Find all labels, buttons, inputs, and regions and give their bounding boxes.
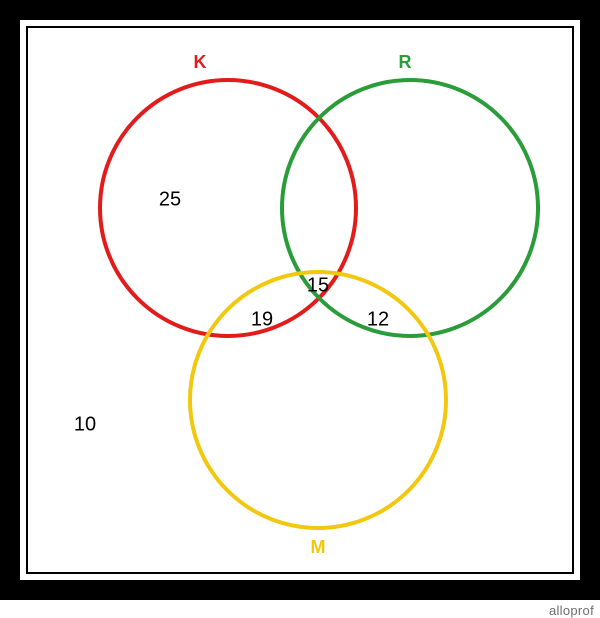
outer-border	[10, 10, 590, 590]
value-outside: 10	[74, 413, 96, 435]
value-k-only: 25	[159, 188, 181, 210]
label-m: M	[311, 537, 326, 557]
label-r: R	[399, 52, 412, 72]
value-rm: 12	[367, 308, 389, 330]
circle-m	[190, 272, 446, 528]
value-krm: 15	[307, 274, 329, 296]
value-km: 19	[251, 308, 273, 330]
venn-svg: K R M 25 15 19 12 10	[0, 0, 600, 600]
label-k: K	[194, 52, 207, 72]
venn-diagram-frame: K R M 25 15 19 12 10	[0, 0, 600, 600]
circle-r	[282, 80, 538, 336]
